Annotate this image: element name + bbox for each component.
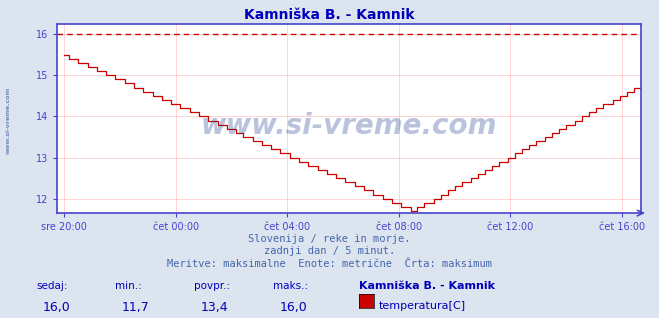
Text: temperatura[C]: temperatura[C] bbox=[379, 301, 466, 310]
Text: Slovenija / reke in morje.: Slovenija / reke in morje. bbox=[248, 234, 411, 244]
Text: maks.:: maks.: bbox=[273, 281, 308, 291]
Text: www.si-vreme.com: www.si-vreme.com bbox=[201, 112, 497, 140]
Text: sedaj:: sedaj: bbox=[36, 281, 68, 291]
Text: 16,0: 16,0 bbox=[43, 301, 71, 314]
Text: Meritve: maksimalne  Enote: metrične  Črta: maksimum: Meritve: maksimalne Enote: metrične Črta… bbox=[167, 259, 492, 269]
Text: zadnji dan / 5 minut.: zadnji dan / 5 minut. bbox=[264, 246, 395, 256]
Text: 11,7: 11,7 bbox=[122, 301, 150, 314]
Text: 13,4: 13,4 bbox=[201, 301, 229, 314]
Text: 16,0: 16,0 bbox=[280, 301, 308, 314]
Text: min.:: min.: bbox=[115, 281, 142, 291]
Text: www.si-vreme.com: www.si-vreme.com bbox=[5, 87, 11, 155]
Text: Kamniška B. - Kamnik: Kamniška B. - Kamnik bbox=[359, 281, 495, 291]
Text: Kamniška B. - Kamnik: Kamniška B. - Kamnik bbox=[244, 8, 415, 22]
Text: povpr.:: povpr.: bbox=[194, 281, 231, 291]
